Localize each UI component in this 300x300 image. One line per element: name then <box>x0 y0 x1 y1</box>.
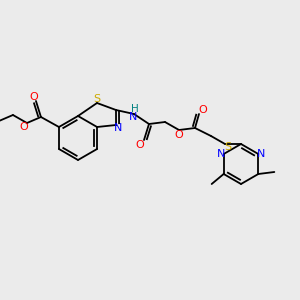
Text: O: O <box>30 92 38 102</box>
Text: N: N <box>114 123 122 133</box>
Text: N: N <box>129 112 137 122</box>
Text: N: N <box>217 149 225 159</box>
Text: S: S <box>224 142 232 152</box>
Text: O: O <box>136 140 144 150</box>
Text: N: N <box>257 149 266 159</box>
Text: O: O <box>199 105 207 115</box>
Text: O: O <box>20 122 28 132</box>
Text: H: H <box>131 104 139 114</box>
Text: O: O <box>175 130 183 140</box>
Text: S: S <box>93 94 100 104</box>
